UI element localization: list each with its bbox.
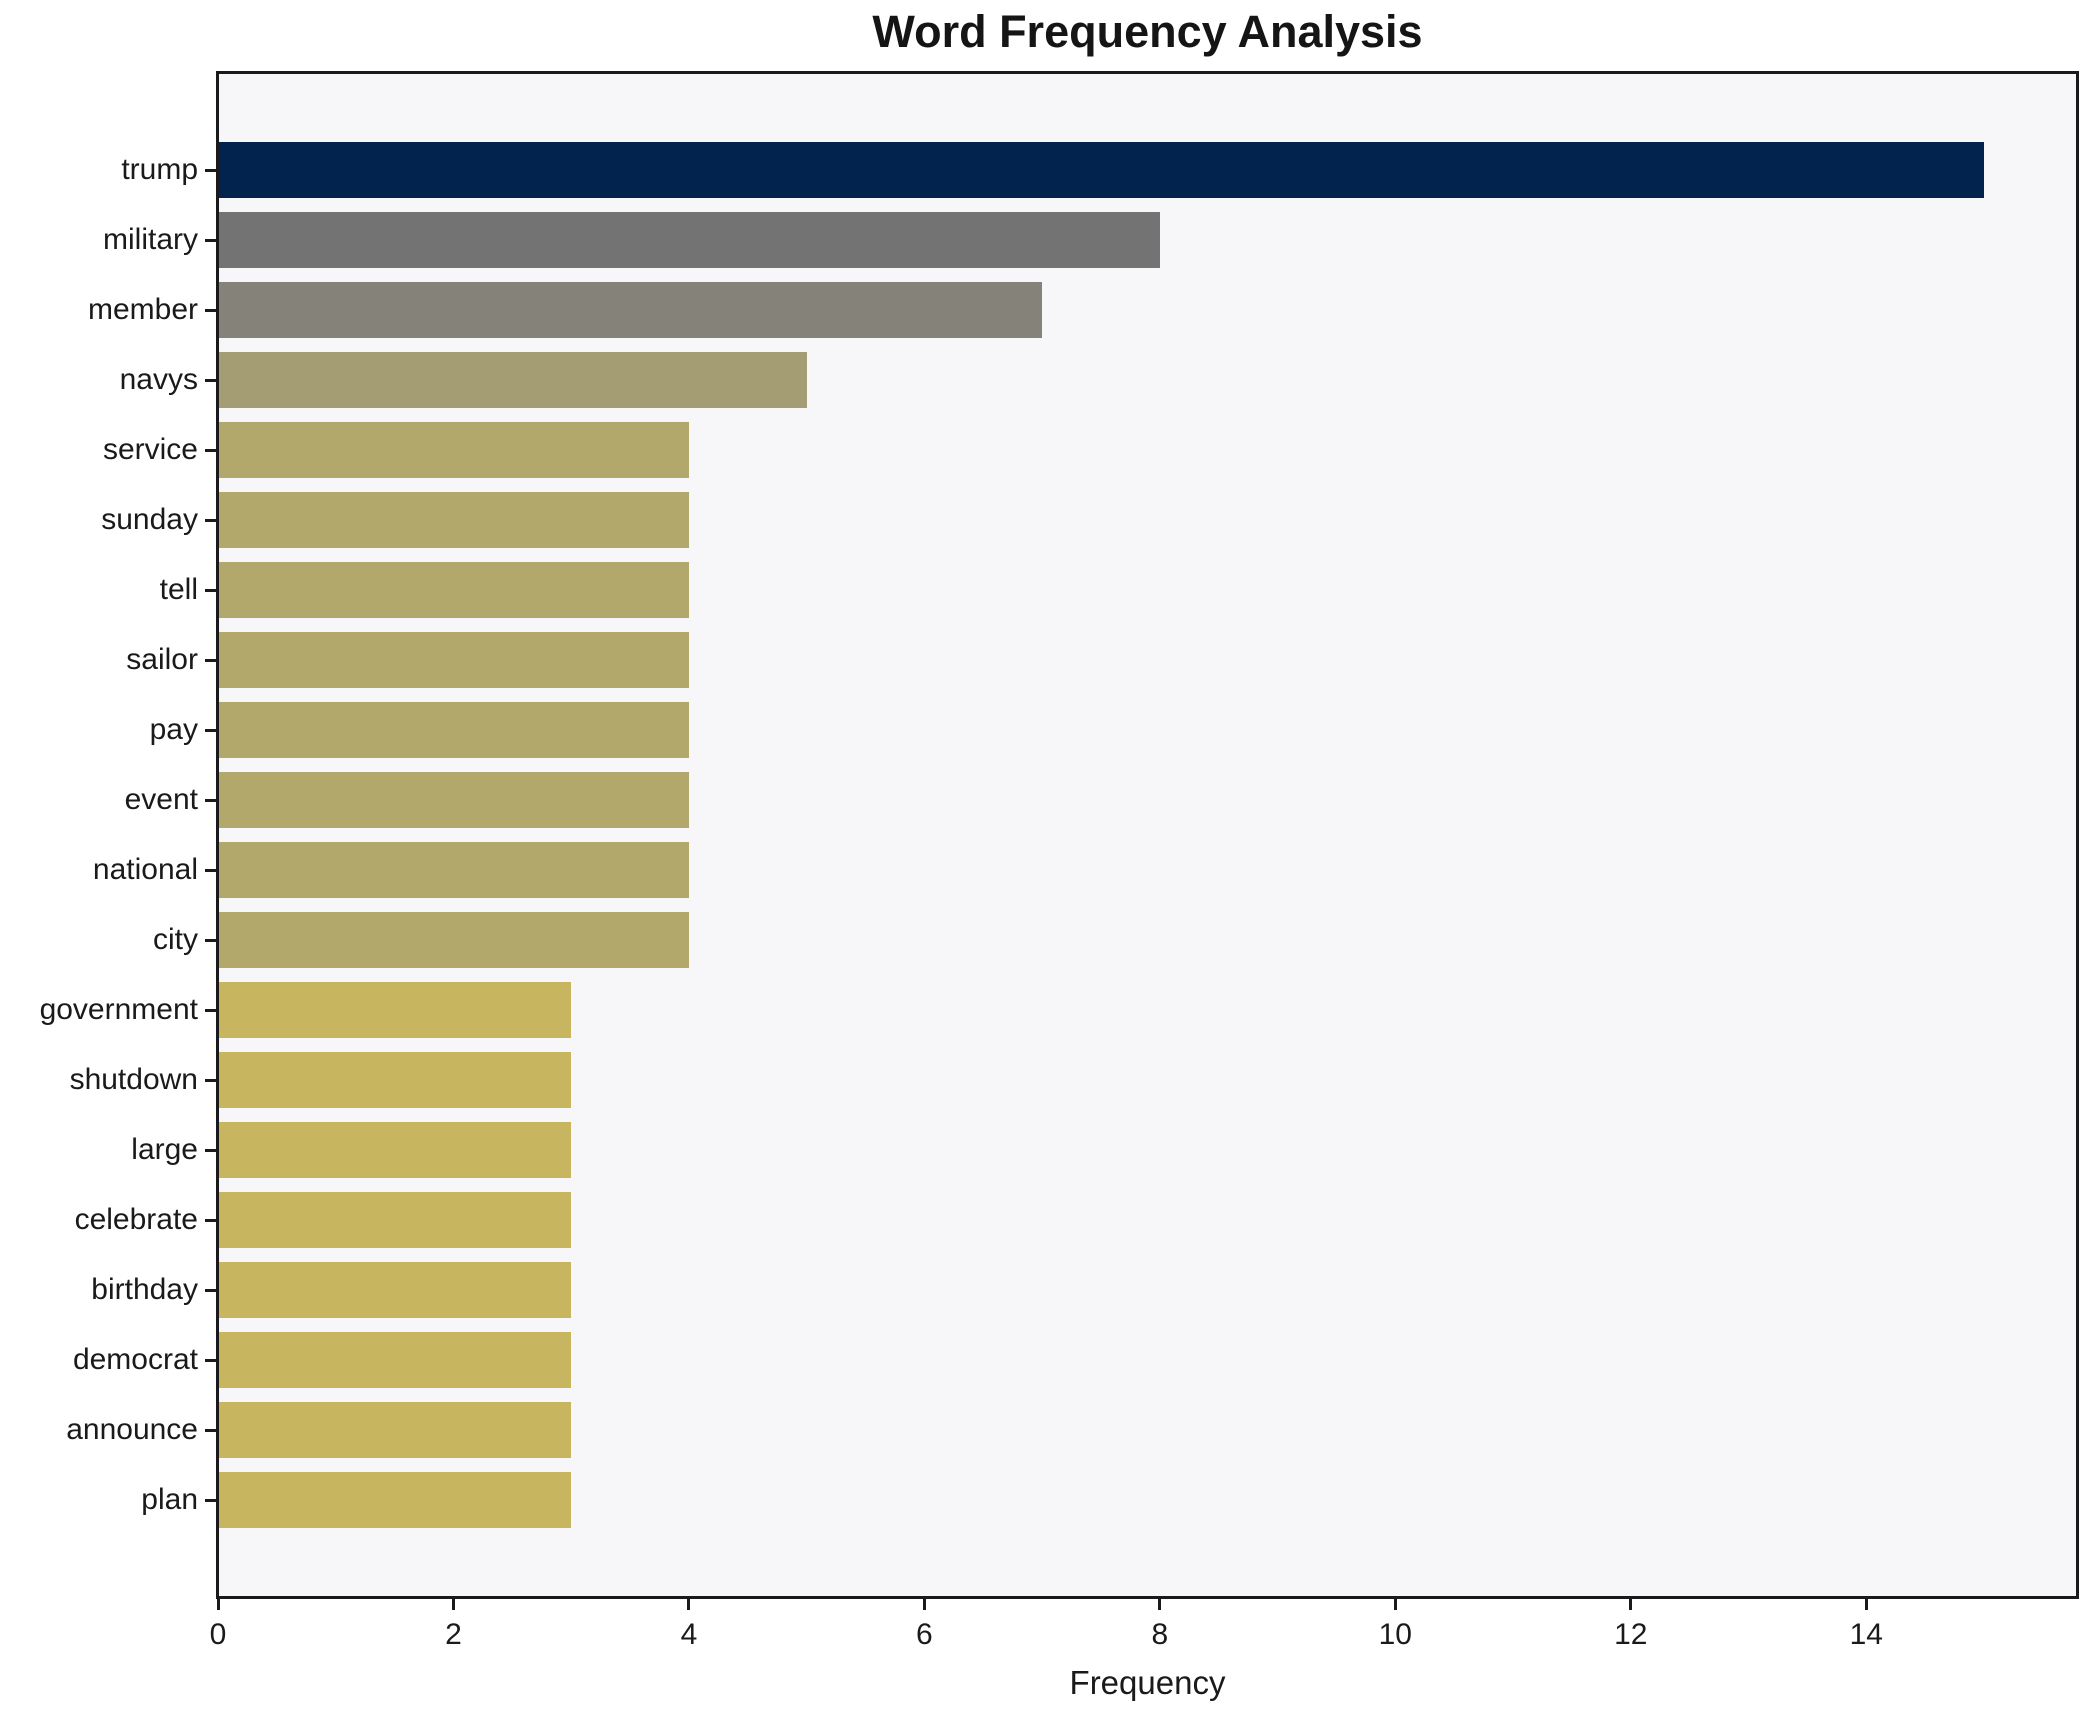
y-tick-label-service: service <box>102 433 198 466</box>
bar-military <box>218 212 1160 268</box>
y-tick-label-trump: trump <box>121 153 198 186</box>
y-tick-mark <box>205 1288 218 1292</box>
bar-event <box>218 772 689 828</box>
y-tick-label-large: large <box>131 1133 198 1166</box>
y-tick-label-military: military <box>103 223 198 256</box>
x-tick-mark <box>922 1597 926 1610</box>
y-tick-label-national: national <box>92 853 198 886</box>
x-tick-mark <box>216 1597 220 1610</box>
y-tick-label-government: government <box>39 993 198 1026</box>
y-tick-label-pay: pay <box>149 713 198 746</box>
y-tick-label-announce: announce <box>66 1413 198 1446</box>
bar-shutdown <box>218 1052 572 1108</box>
y-tick-mark <box>205 1498 218 1502</box>
x-tick-label-12: 12 <box>1614 1618 1648 1651</box>
bar-birthday <box>218 1262 572 1318</box>
bar-government <box>218 982 572 1038</box>
y-tick-mark <box>205 518 218 522</box>
bar-trump <box>218 142 1984 198</box>
y-tick-label-birthday: birthday <box>91 1273 198 1306</box>
x-tick-mark <box>1393 1597 1397 1610</box>
y-tick-mark <box>205 588 218 592</box>
bar-sailor <box>218 632 689 688</box>
x-tick-label-4: 4 <box>680 1618 698 1651</box>
y-tick-label-navys: navys <box>119 363 198 396</box>
y-tick-mark <box>205 1148 218 1152</box>
bar-service <box>218 422 689 478</box>
y-tick-label-democrat: democrat <box>72 1343 198 1376</box>
x-tick-mark <box>1864 1597 1868 1610</box>
bar-democrat <box>218 1332 572 1388</box>
y-tick-mark <box>205 728 218 732</box>
y-tick-label-event: event <box>124 783 198 816</box>
x-tick-label-14: 14 <box>1849 1618 1883 1651</box>
y-tick-label-plan: plan <box>141 1483 198 1516</box>
y-tick-mark <box>205 378 218 382</box>
bar-city <box>218 912 689 968</box>
y-tick-mark <box>205 1428 218 1432</box>
bar-member <box>218 282 1043 338</box>
y-tick-mark <box>205 168 218 172</box>
x-tick-label-6: 6 <box>916 1618 933 1651</box>
y-tick-mark <box>205 798 218 802</box>
bar-national <box>218 842 689 898</box>
y-tick-mark <box>205 1358 218 1362</box>
x-tick-mark <box>1158 1597 1162 1610</box>
x-tick-label-0: 0 <box>209 1618 227 1651</box>
y-tick-mark <box>205 308 218 312</box>
bar-celebrate <box>218 1192 572 1248</box>
y-tick-mark <box>205 1218 218 1222</box>
y-tick-mark <box>205 448 218 452</box>
bar-navys <box>218 352 807 408</box>
y-tick-label-shutdown: shutdown <box>69 1063 198 1096</box>
y-tick-mark <box>205 938 218 942</box>
y-tick-mark <box>205 1078 218 1082</box>
y-tick-mark <box>205 1008 218 1012</box>
x-tick-label-2: 2 <box>445 1618 462 1651</box>
bar-sunday <box>218 492 689 548</box>
y-tick-label-tell: tell <box>159 573 198 606</box>
y-tick-label-city: city <box>153 923 198 956</box>
x-tick-label-10: 10 <box>1378 1618 1412 1651</box>
y-tick-label-sailor: sailor <box>126 643 198 676</box>
y-tick-label-sunday: sunday <box>101 503 198 536</box>
x-tick-label-8: 8 <box>1151 1618 1169 1651</box>
bar-tell <box>218 562 689 618</box>
chart-title: Word Frequency Analysis <box>872 6 1423 57</box>
bar-pay <box>218 702 689 758</box>
x-tick-mark <box>451 1597 455 1610</box>
x-tick-mark <box>1629 1597 1633 1610</box>
bar-announce <box>218 1402 572 1458</box>
bar-large <box>218 1122 572 1178</box>
y-tick-mark <box>205 238 218 242</box>
x-tick-mark <box>687 1597 691 1610</box>
y-tick-mark <box>205 658 218 662</box>
y-tick-label-member: member <box>87 293 198 326</box>
y-tick-mark <box>205 868 218 872</box>
x-axis-label: Frequency <box>1069 1664 1226 1701</box>
bar-plan <box>218 1472 572 1528</box>
y-tick-label-celebrate: celebrate <box>74 1203 198 1236</box>
